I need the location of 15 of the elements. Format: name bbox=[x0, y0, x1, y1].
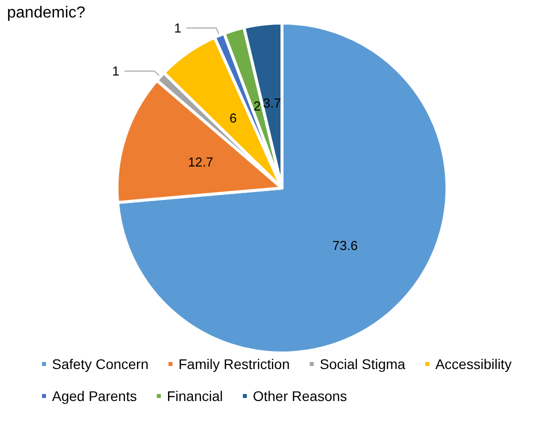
data-label: 12.7 bbox=[188, 154, 214, 170]
legend-label: Family Restriction bbox=[178, 356, 290, 372]
legend-label: Safety Concern bbox=[52, 356, 148, 372]
data-label: 2 bbox=[254, 98, 261, 114]
data-label: 1 bbox=[174, 20, 182, 36]
data-label: 73.6 bbox=[332, 238, 358, 254]
legend-label: Social Stigma bbox=[320, 356, 406, 372]
chart-title: pandemic? bbox=[7, 4, 86, 22]
legend-label: Accessibility bbox=[435, 356, 512, 372]
data-label: 6 bbox=[229, 110, 237, 126]
data-label: 1 bbox=[112, 64, 120, 79]
data-label: 3.7 bbox=[263, 96, 282, 111]
legend-label: Aged Parents bbox=[52, 388, 137, 404]
legend-label: Other Reasons bbox=[252, 388, 348, 404]
legend-label: Financial bbox=[166, 388, 223, 404]
